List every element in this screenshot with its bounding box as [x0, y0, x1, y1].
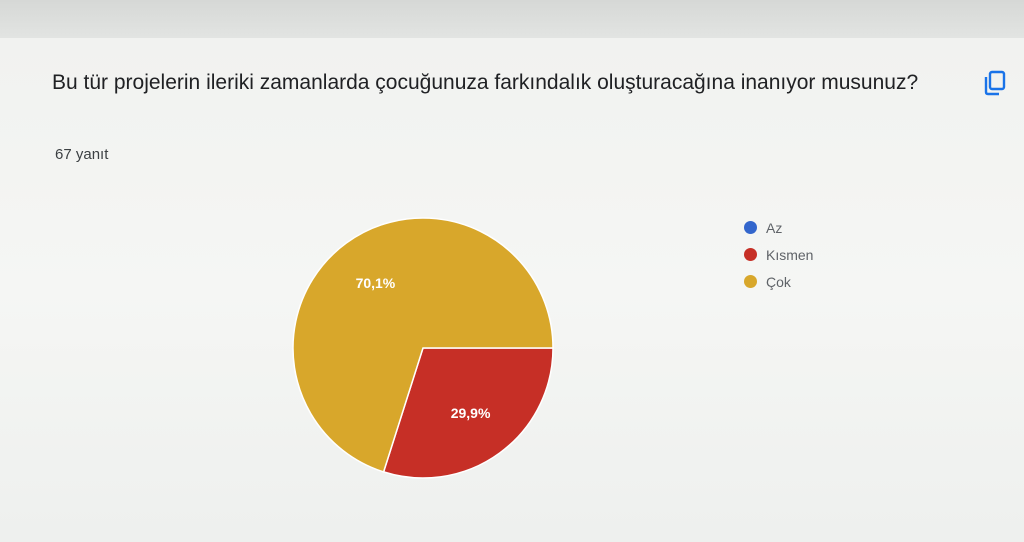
- response-count: 67 yanıt: [55, 146, 109, 163]
- top-strip: [0, 0, 1024, 38]
- legend: Az Kısmen Çok: [744, 214, 813, 295]
- legend-label-kismen: Kısmen: [766, 246, 814, 263]
- legend-dot-kismen: [744, 248, 757, 261]
- legend-item-cok[interactable]: Çok: [744, 268, 813, 295]
- pie-chart: 29,9% 70,1%: [292, 217, 554, 479]
- legend-dot-cok: [744, 275, 757, 288]
- copy-chart-button[interactable]: [978, 68, 1012, 102]
- copy-icon: [983, 70, 1007, 101]
- legend-item-az[interactable]: Az: [744, 214, 813, 241]
- pie-label-cok: 70,1%: [356, 275, 396, 291]
- legend-item-kismen[interactable]: Kısmen: [744, 241, 813, 268]
- legend-dot-az: [744, 221, 757, 234]
- legend-label-az: Az: [766, 219, 783, 236]
- pie-slice-kismen[interactable]: [382, 347, 554, 479]
- question-title: Bu tür projelerin ileriki zamanlarda çoc…: [52, 71, 919, 94]
- pie-label-kismen: 29,9%: [451, 405, 491, 421]
- legend-label-cok: Çok: [766, 273, 791, 290]
- pie-slice-cok[interactable]: [292, 217, 554, 473]
